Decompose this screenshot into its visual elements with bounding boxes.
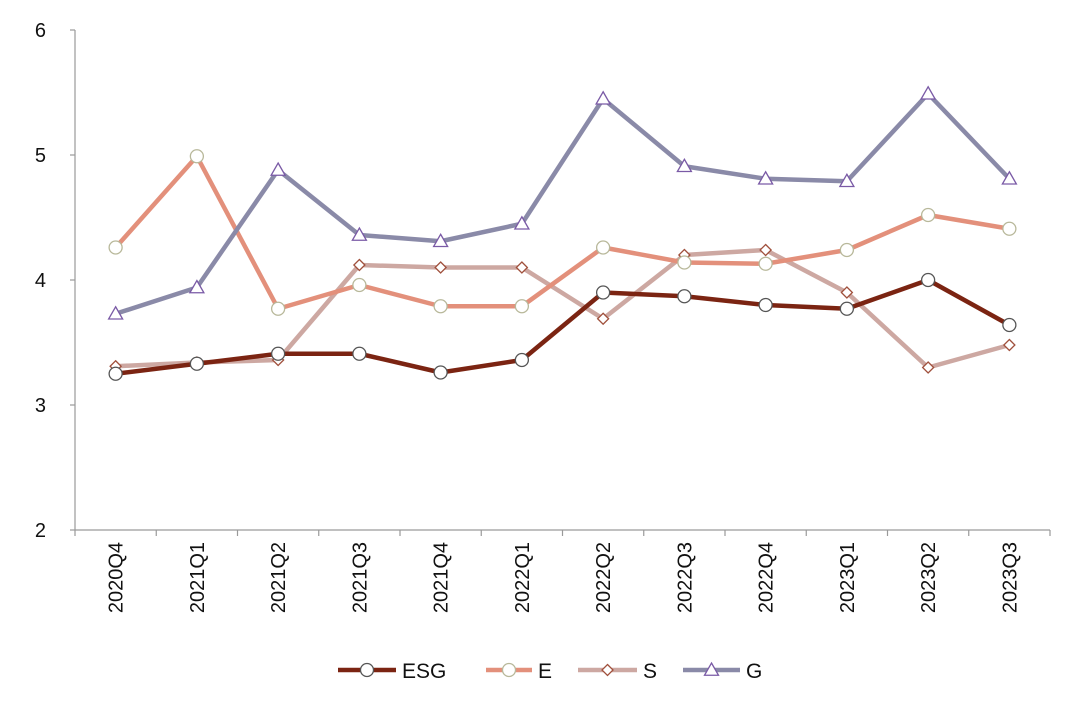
series-e — [108, 149, 1017, 316]
data-point-e — [920, 207, 936, 223]
data-point-s — [921, 361, 935, 374]
x-tick-label: 2022Q1 — [512, 542, 534, 613]
data-point-e — [677, 255, 692, 270]
data-point-s — [1002, 338, 1016, 352]
y-tick-label: 4 — [35, 270, 46, 292]
data-point-g — [270, 161, 287, 176]
legend-item-s: S — [578, 660, 657, 683]
series-line-s — [113, 247, 1012, 370]
data-point-esg — [595, 285, 611, 300]
legend-item-g: G — [683, 660, 762, 683]
data-point-e — [758, 256, 773, 271]
data-point-esg — [677, 289, 692, 304]
data-point-esg — [189, 356, 205, 371]
legend-label-esg: ESG — [402, 660, 446, 683]
data-point-e — [514, 299, 530, 314]
data-point-e — [433, 299, 448, 314]
data-point-e — [352, 277, 367, 293]
data-point-esg — [920, 272, 936, 288]
legend-marker-g — [703, 661, 720, 676]
data-point-esg — [758, 297, 773, 313]
series-esg — [108, 272, 1017, 381]
y-tick-label: 5 — [35, 145, 46, 167]
x-tick-label: 2023Q2 — [918, 542, 940, 613]
series-s — [109, 243, 1016, 374]
data-point-s — [759, 243, 773, 257]
data-point-e — [839, 242, 855, 258]
x-tick-label: 2021Q3 — [349, 542, 371, 613]
x-tick-label: 2023Q3 — [999, 542, 1021, 613]
data-point-esg — [1002, 317, 1017, 333]
y-tick-label: 2 — [35, 520, 46, 542]
x-tick-label: 2022Q4 — [756, 542, 778, 613]
x-tick-label: 2021Q4 — [431, 542, 453, 613]
data-point-g — [107, 305, 124, 320]
data-point-e — [1002, 221, 1017, 236]
y-tick-label: 3 — [35, 395, 46, 417]
data-point-e — [189, 149, 205, 164]
data-point-s — [596, 312, 610, 326]
data-point-g — [676, 157, 693, 173]
data-point-g — [351, 226, 368, 241]
series-line-g — [113, 91, 1012, 316]
x-tick-label: 2022Q2 — [593, 542, 615, 613]
data-point-esg — [839, 301, 855, 316]
legend-item-e: E — [486, 660, 552, 683]
legend-label-s: S — [643, 660, 657, 683]
y-tick-label: 6 — [35, 20, 46, 42]
data-point-esg — [514, 352, 530, 368]
series-line-e — [113, 154, 1012, 311]
legend-marker-e — [501, 662, 517, 678]
series-line-esg — [113, 277, 1012, 376]
x-tick-label: 2023Q1 — [837, 542, 859, 613]
data-point-s — [434, 261, 448, 274]
data-point-g — [188, 279, 205, 294]
data-point-g — [920, 85, 937, 100]
data-point-e — [595, 240, 611, 255]
x-tick-label: 2022Q3 — [674, 542, 696, 613]
legend-label-e: E — [538, 660, 552, 683]
data-point-esg — [108, 366, 123, 381]
data-point-e — [108, 240, 123, 255]
data-point-g — [513, 215, 530, 230]
data-point-g — [595, 90, 612, 105]
data-point-s — [352, 258, 366, 272]
legend-item-esg: ESG — [338, 660, 446, 683]
data-point-s — [840, 286, 854, 299]
series-g — [107, 85, 1018, 320]
x-tick-label: 2021Q2 — [268, 542, 290, 613]
data-point-esg — [352, 346, 367, 361]
data-point-g — [838, 172, 855, 188]
legend-marker-esg — [359, 662, 375, 678]
data-point-g — [1001, 170, 1018, 185]
data-point-esg — [433, 365, 448, 380]
data-point-e — [270, 301, 286, 316]
x-tick-label: 2020Q4 — [106, 542, 128, 613]
legend-label-g: G — [746, 660, 762, 683]
data-point-esg — [270, 346, 286, 361]
x-tick-label: 2021Q1 — [187, 542, 209, 613]
data-point-g — [757, 170, 774, 185]
legend-marker-s — [601, 663, 614, 677]
data-point-g — [432, 232, 449, 248]
data-point-s — [515, 261, 529, 274]
